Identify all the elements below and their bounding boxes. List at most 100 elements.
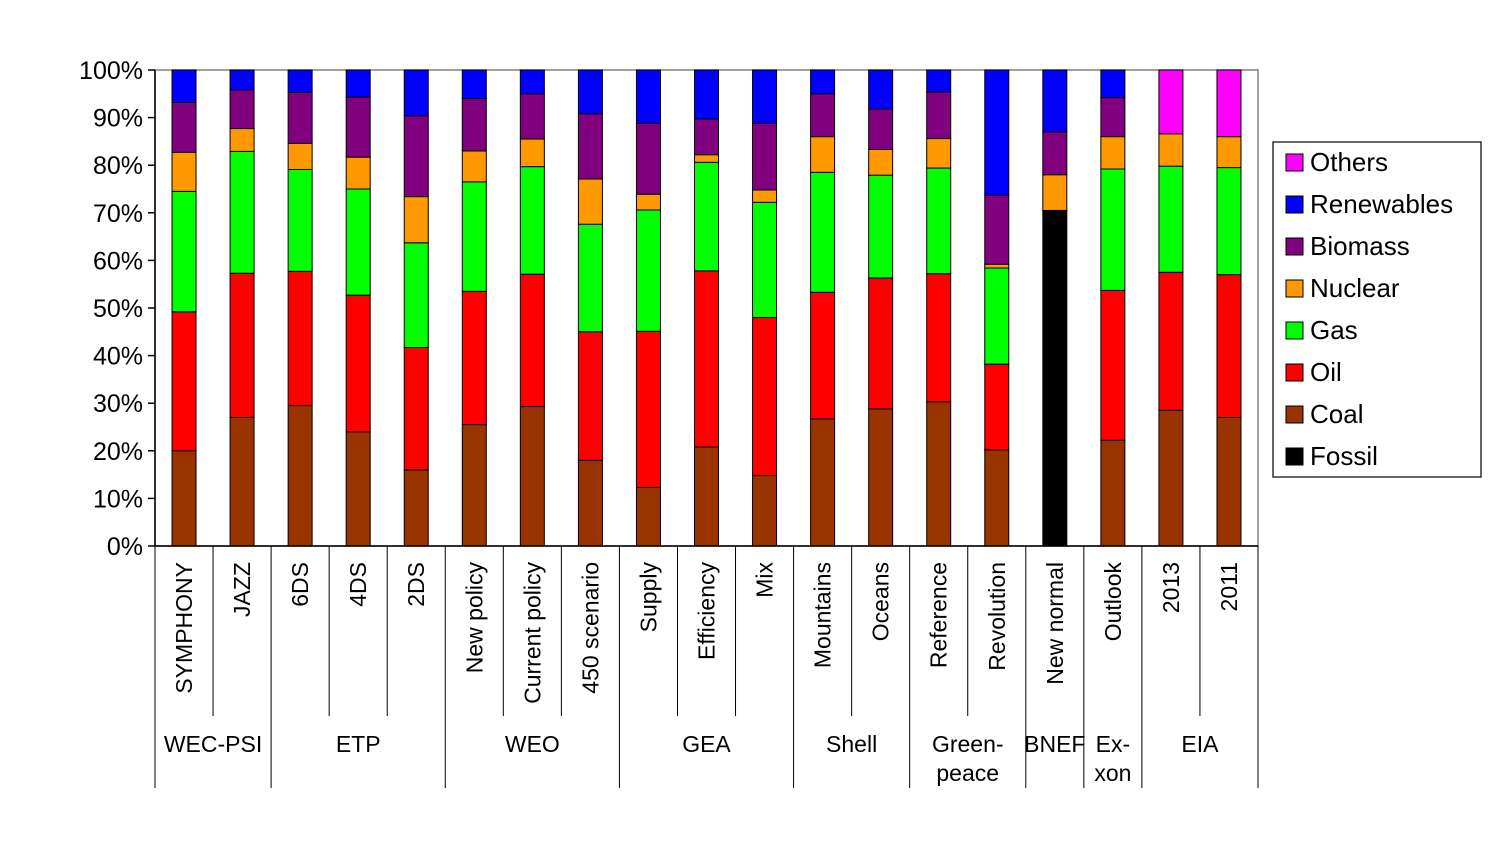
bar-segment-biomass	[461, 98, 487, 152]
bar-segment-renewables	[345, 69, 371, 98]
legend-label: Nuclear	[1310, 273, 1400, 303]
bar-segment-biomass	[519, 93, 545, 140]
category-label: 450 scenario	[577, 562, 603, 694]
bar-segment-nuclear	[1100, 136, 1126, 170]
bar-segment-renewables	[229, 69, 255, 91]
category-label: Outlook	[1100, 562, 1126, 642]
legend-label: Coal	[1310, 399, 1363, 429]
group-label-line: BNEF	[1024, 731, 1085, 757]
bar-segment-oil	[519, 273, 545, 408]
bar-segment-biomass	[1100, 97, 1126, 138]
bar-segment-nuclear	[810, 136, 836, 173]
category-label: New policy	[461, 562, 487, 674]
bar-segment-coal	[229, 416, 255, 547]
bar-segment-others	[1216, 69, 1242, 138]
bar-segment-biomass	[403, 115, 429, 198]
legend-swatch-fossil	[1285, 447, 1304, 466]
group-label: Shell	[826, 731, 877, 757]
bar-segment-gas	[1216, 167, 1242, 276]
bar-segment-oil	[229, 272, 255, 418]
bar-segment-nuclear	[1042, 174, 1068, 211]
bar-segment-oil	[926, 273, 952, 403]
bar-segment-nuclear	[577, 178, 603, 225]
group-label: BNEF	[1024, 731, 1085, 757]
group-label-line: GEA	[682, 731, 731, 757]
bar-segment-gas	[403, 242, 429, 349]
legend-box	[1272, 141, 1482, 478]
bar-segment-coal	[984, 449, 1010, 547]
bar-segment-biomass	[694, 118, 719, 156]
y-tick-label: 80%	[93, 152, 143, 180]
category-label: New normal	[1042, 562, 1068, 685]
category-label: SYMPHONY	[171, 562, 197, 694]
bar-segment-nuclear	[1216, 136, 1242, 169]
bar-segment-gas	[519, 166, 545, 275]
bar-segment-nuclear	[926, 138, 952, 169]
bar-segment-oil	[1158, 271, 1184, 411]
x-axis: SYMPHONY JAZZ 6DS 4DS 2DS New policy Current p…	[154, 545, 1259, 788]
category-label: 6DS	[287, 562, 313, 607]
bar-segment-biomass	[752, 122, 778, 191]
bar-segment-nuclear	[345, 156, 371, 190]
bar-segment-renewables	[868, 69, 894, 110]
legend: Others Renewables Biomass Nuclear Gas Oil Coal…	[1272, 141, 1482, 478]
y-tick-label: 30%	[93, 390, 143, 418]
legend-swatch-oil	[1285, 363, 1304, 382]
legend-label: Gas	[1310, 315, 1358, 345]
legend-label: Oil	[1310, 357, 1342, 387]
bar-segment-gas	[752, 201, 778, 319]
bar-segment-gas	[1158, 165, 1184, 273]
group-label: EIA	[1181, 731, 1219, 757]
group-label-line: WEO	[505, 731, 560, 757]
legend-label: Others	[1310, 147, 1388, 177]
bars	[171, 69, 1242, 547]
bar-segment-oil	[635, 330, 661, 488]
category-label: Mix	[752, 562, 778, 598]
bar-segment-oil	[171, 311, 197, 452]
bar-segment-coal	[577, 459, 603, 547]
group-label: Green-peace	[932, 731, 1004, 786]
category-label: 4DS	[345, 562, 371, 607]
bar-segment-gas	[171, 190, 197, 313]
bar-segment-nuclear	[287, 142, 313, 170]
bar-segment-biomass	[1042, 131, 1068, 176]
bar-segment-oil	[1100, 289, 1126, 441]
category-label: Reference	[926, 562, 952, 668]
group-label-line: ETP	[336, 731, 381, 757]
bar-segment-coal	[461, 424, 487, 547]
bar-segment-coal	[1216, 416, 1242, 547]
bar-segment-coal	[345, 431, 371, 547]
legend-swatch-coal	[1285, 405, 1304, 424]
bar-segment-biomass	[868, 108, 894, 150]
y-tick-label: 0%	[107, 533, 143, 561]
bar-segment-renewables	[171, 69, 197, 103]
bar-segment-nuclear	[461, 150, 487, 183]
bar-segment-coal	[519, 406, 545, 547]
bar-segment-gas	[810, 171, 836, 293]
bar-segment-gas	[461, 181, 487, 292]
group-label: Ex-xon	[1094, 731, 1131, 786]
bar-segment-biomass	[926, 91, 952, 140]
bar-segment-oil	[287, 270, 313, 407]
group-label-line: Ex-	[1096, 731, 1131, 757]
bar-segment-gas	[926, 167, 952, 275]
legend-swatch-nuclear	[1285, 279, 1304, 298]
legend-swatch-renewables	[1285, 195, 1304, 214]
bar-segment-fossil	[1042, 209, 1068, 547]
bar-segment-gas	[868, 174, 894, 279]
group-label-line: xon	[1094, 760, 1131, 786]
bar-segment-renewables	[984, 69, 1010, 196]
y-tick-label: 20%	[93, 438, 143, 466]
group-label: WEC-PSI	[164, 731, 262, 757]
group-label: WEO	[505, 731, 560, 757]
bar-segment-coal	[810, 418, 836, 547]
bar-segment-gas	[984, 267, 1010, 365]
bar-segment-renewables	[752, 69, 778, 124]
bar-segment-coal	[926, 401, 952, 547]
bar-segment-gas	[577, 223, 603, 333]
group-label-line: Shell	[826, 731, 877, 757]
bar-segment-renewables	[519, 69, 545, 95]
y-tick-label: 10%	[93, 485, 143, 513]
bar-segment-oil	[1216, 274, 1242, 418]
bar-segment-oil	[984, 363, 1010, 451]
